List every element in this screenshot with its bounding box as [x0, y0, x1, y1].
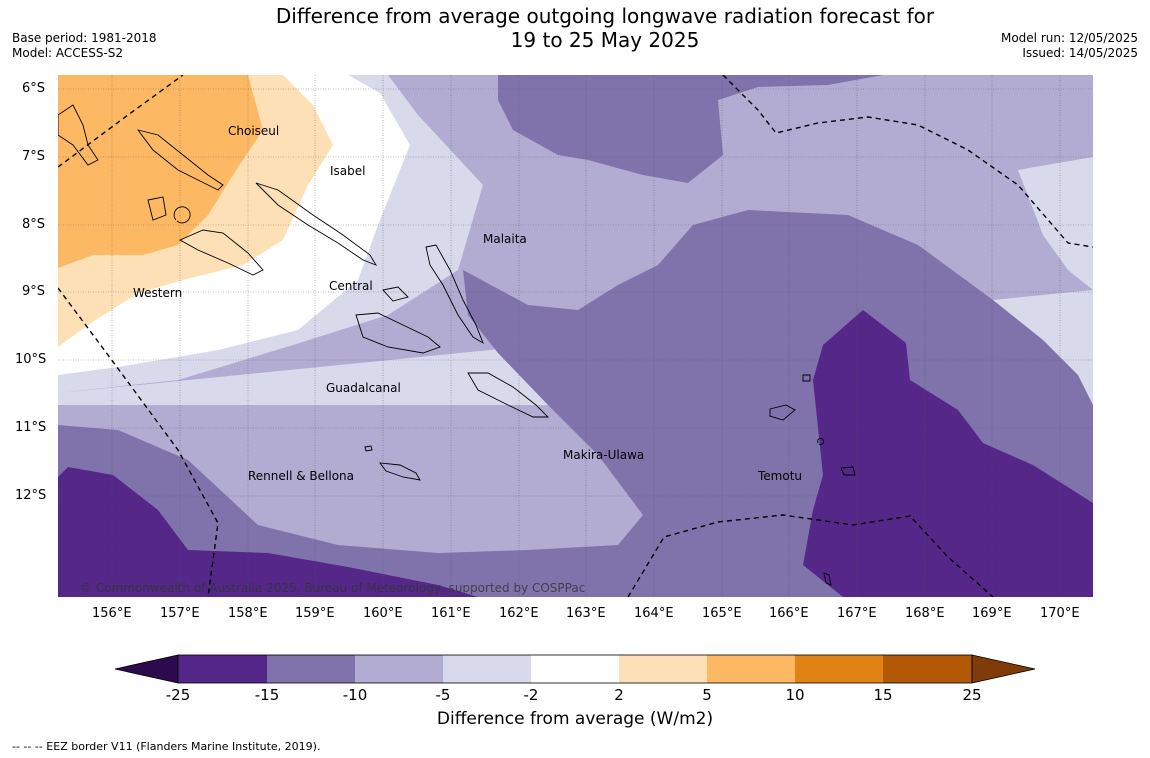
lon-label: 162°E	[499, 606, 539, 621]
lon-label: 163°E	[566, 606, 606, 621]
eez-border-north	[722, 75, 1093, 248]
colorbar-ticks: -25 -15 -10 -5 -2 2 5 10 15 25	[166, 686, 982, 704]
island-rennell	[379, 462, 421, 481]
colorbar-extend-min	[114, 654, 179, 684]
island-new-georgia	[178, 229, 264, 276]
colorbar-label: Difference from average (W/m2)	[436, 709, 714, 729]
title-line-1: Difference from average outgoing longwav…	[275, 4, 935, 28]
colorbar-segment	[619, 655, 707, 683]
lon-label: 161°E	[431, 606, 471, 621]
colorbar-tick: 5	[702, 686, 712, 704]
shade-dark-purple	[803, 310, 1093, 597]
island-choiseul	[136, 129, 224, 191]
shade-orange	[58, 75, 263, 268]
colorbar-tick: -10	[343, 686, 368, 704]
island-kolombangara	[173, 206, 191, 224]
colorbar-outline	[177, 654, 973, 684]
colorbar-tick: -15	[255, 686, 280, 704]
island-bellona	[364, 445, 373, 452]
lon-label: 170°E	[1040, 606, 1080, 621]
eez-border-west	[58, 287, 219, 597]
model-run: Model run: 12/05/2025	[1000, 31, 1138, 45]
lon-label: 160°E	[363, 606, 403, 621]
island-vanikoro	[840, 466, 856, 476]
colorbar-segment	[531, 655, 619, 683]
colorbar-segment	[443, 655, 531, 683]
shade-dark-purple	[58, 467, 478, 597]
colorbar-tick: 10	[785, 686, 804, 704]
label-central: Central	[329, 279, 373, 293]
meta-left: Base period: 1981-2018 Model: ACCESS-S2	[12, 31, 157, 61]
eez-footnote: -- -- -- EEZ border V11 (Flanders Marine…	[12, 740, 321, 753]
issued-date: Issued: 14/05/2025	[1022, 46, 1138, 60]
colorbar-tick: 2	[614, 686, 624, 704]
label-malaita: Malaita	[483, 232, 527, 246]
colorbar-segment	[178, 655, 267, 683]
lon-label: 159°E	[295, 606, 335, 621]
lat-label: 7°S	[22, 149, 46, 164]
island-ndeni	[769, 404, 796, 421]
map-panel: Choiseul Isabel Malaita Western Central …	[58, 75, 1093, 597]
label-makira-ulawa: Makira-Ulawa	[563, 448, 644, 462]
lon-label: 156°E	[92, 606, 132, 621]
colorbar-segment	[795, 655, 883, 683]
lon-label: 168°E	[905, 606, 945, 621]
island-reef	[802, 374, 811, 382]
island-guadalcanal	[355, 312, 441, 354]
island-outlines	[58, 104, 856, 586]
lat-label: 8°S	[22, 217, 46, 232]
colorbar-tick: -5	[436, 686, 451, 704]
label-rennell-bellona: Rennell & Bellona	[248, 469, 354, 483]
colorbar: -25 -15 -10 -5 -2 2 5 10 15 25	[114, 654, 1036, 704]
colorbar-tick: 25	[962, 686, 981, 704]
island-makira	[467, 372, 550, 418]
lat-label: 6°S	[22, 81, 46, 96]
lon-label: 164°E	[634, 606, 674, 621]
island-isabel	[255, 182, 378, 266]
chart-title: Difference from average outgoing longwav…	[230, 4, 980, 52]
label-choiseul: Choiseul	[228, 124, 279, 138]
province-labels: Choiseul Isabel Malaita Western Central …	[133, 124, 802, 483]
lat-label: 9°S	[22, 284, 46, 299]
copyright-notice: © Commonwealth of Australia 2025, Bureau…	[80, 581, 585, 595]
lon-label: 169°E	[972, 606, 1012, 621]
label-western: Western	[133, 286, 182, 300]
lat-label: 12°S	[15, 488, 47, 503]
colorbar-segment	[355, 655, 443, 683]
meta-right: Model run: 12/05/2025 Issued: 14/05/2025	[1001, 31, 1138, 61]
lon-label: 157°E	[160, 606, 200, 621]
colorbar-extend-max	[971, 654, 1036, 684]
lat-label: 10°S	[15, 352, 47, 367]
island-malaita	[425, 244, 484, 345]
island-vella	[147, 196, 167, 221]
base-period: Base period: 1981-2018	[12, 31, 157, 45]
colorbar-segment	[883, 655, 972, 683]
label-guadalcanal: Guadalcanal	[326, 381, 401, 395]
island-nggela	[382, 286, 409, 302]
eez-border-west-north	[58, 75, 184, 168]
colorbar-tick: -2	[524, 686, 539, 704]
model-name: Model: ACCESS-S2	[12, 46, 124, 60]
colorbar-tick: 15	[873, 686, 892, 704]
title-line-2: 19 to 25 May 2025	[510, 28, 700, 52]
lon-label: 165°E	[702, 606, 742, 621]
colorbar-segment	[707, 655, 795, 683]
island-bougainville-tip	[58, 104, 99, 166]
shade-medium-purple	[498, 75, 883, 183]
label-isabel: Isabel	[330, 164, 365, 178]
eez-border-south	[627, 514, 994, 597]
lat-label: 11°S	[15, 420, 47, 435]
label-temotu: Temotu	[757, 469, 802, 483]
lon-label: 167°E	[837, 606, 877, 621]
island-anuta	[823, 572, 832, 586]
eez-borders	[58, 75, 1093, 597]
island-utupua	[817, 438, 824, 445]
lon-label: 158°E	[228, 606, 268, 621]
colorbar-segment	[267, 655, 355, 683]
lon-label: 166°E	[769, 606, 809, 621]
colorbar-tick: -25	[166, 686, 191, 704]
graticule	[58, 75, 1093, 597]
